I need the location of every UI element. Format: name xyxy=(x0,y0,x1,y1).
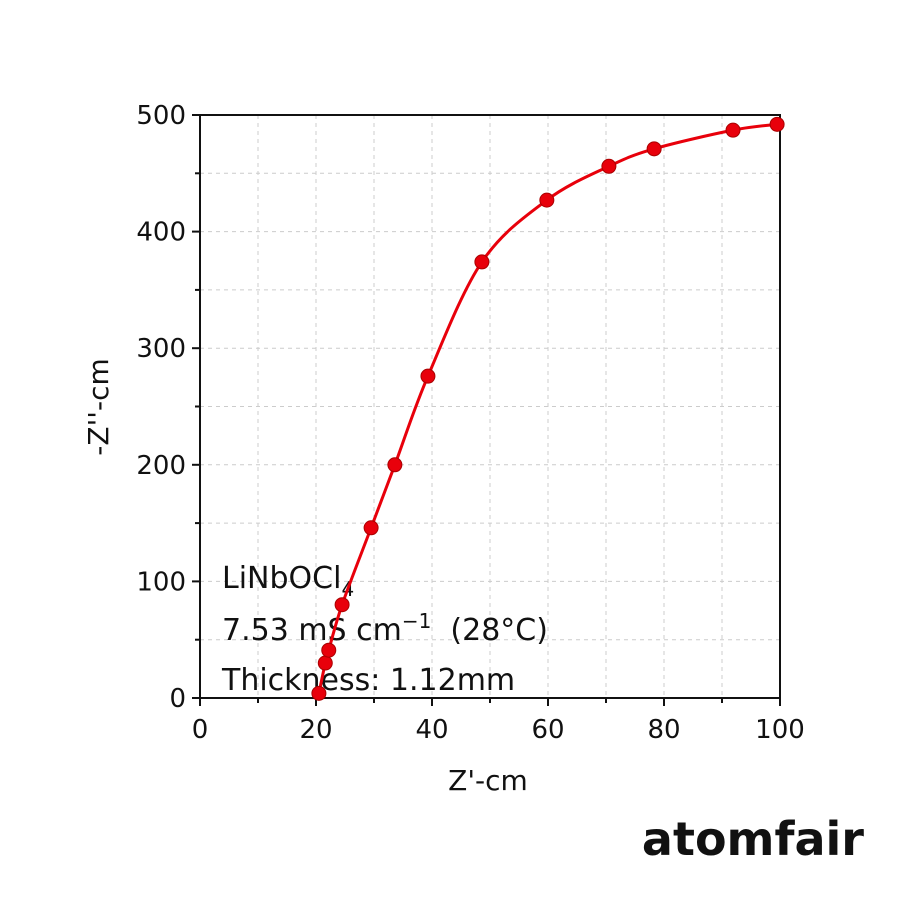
x-tick-label: 20 xyxy=(299,715,332,745)
fit-line xyxy=(317,122,778,694)
annotation-text: (28°C) xyxy=(431,613,548,648)
watermark: atomfair xyxy=(642,812,864,866)
data-point xyxy=(311,685,327,701)
x-tick-label: 60 xyxy=(531,715,564,745)
annotation-text: Thickness: 1.12mm xyxy=(221,663,515,698)
annotation: LiNbOCl4 xyxy=(222,561,354,601)
y-tick-label: 400 xyxy=(136,218,186,248)
y-tick-label: 100 xyxy=(136,567,186,597)
data-point xyxy=(725,122,741,138)
annotation-text: LiNbOCl xyxy=(222,561,341,596)
data-point xyxy=(420,368,436,384)
annotation-superscript: −1 xyxy=(402,609,431,633)
data-point xyxy=(646,141,662,157)
annotation-text: 7.53 mS cm xyxy=(222,613,402,648)
y-tick-label: 200 xyxy=(136,451,186,481)
y-tick-label: 300 xyxy=(136,334,186,364)
y-tick-label: 0 xyxy=(169,684,186,714)
data-point xyxy=(769,116,785,132)
x-tick-label: 80 xyxy=(647,715,680,745)
x-tick-label: 100 xyxy=(755,715,805,745)
y-axis-label: -Z''-cm xyxy=(82,358,115,455)
annotation: 7.53 mS cm−1 (28°C) xyxy=(222,609,548,648)
data-point xyxy=(334,597,350,613)
annotation: Thickness: 1.12mm xyxy=(221,663,515,698)
data-point xyxy=(474,254,490,270)
plot-frame xyxy=(199,114,781,699)
x-tick-label: 40 xyxy=(415,715,448,745)
data-point xyxy=(539,192,555,208)
data-point xyxy=(363,520,379,536)
x-axis-label: Z'-cm xyxy=(448,764,528,797)
y-tick-label: 500 xyxy=(136,101,186,131)
data-point xyxy=(387,457,403,473)
data-point xyxy=(317,655,333,671)
data-point xyxy=(321,642,337,658)
data-point xyxy=(601,158,617,174)
x-tick-label: 0 xyxy=(192,715,209,745)
